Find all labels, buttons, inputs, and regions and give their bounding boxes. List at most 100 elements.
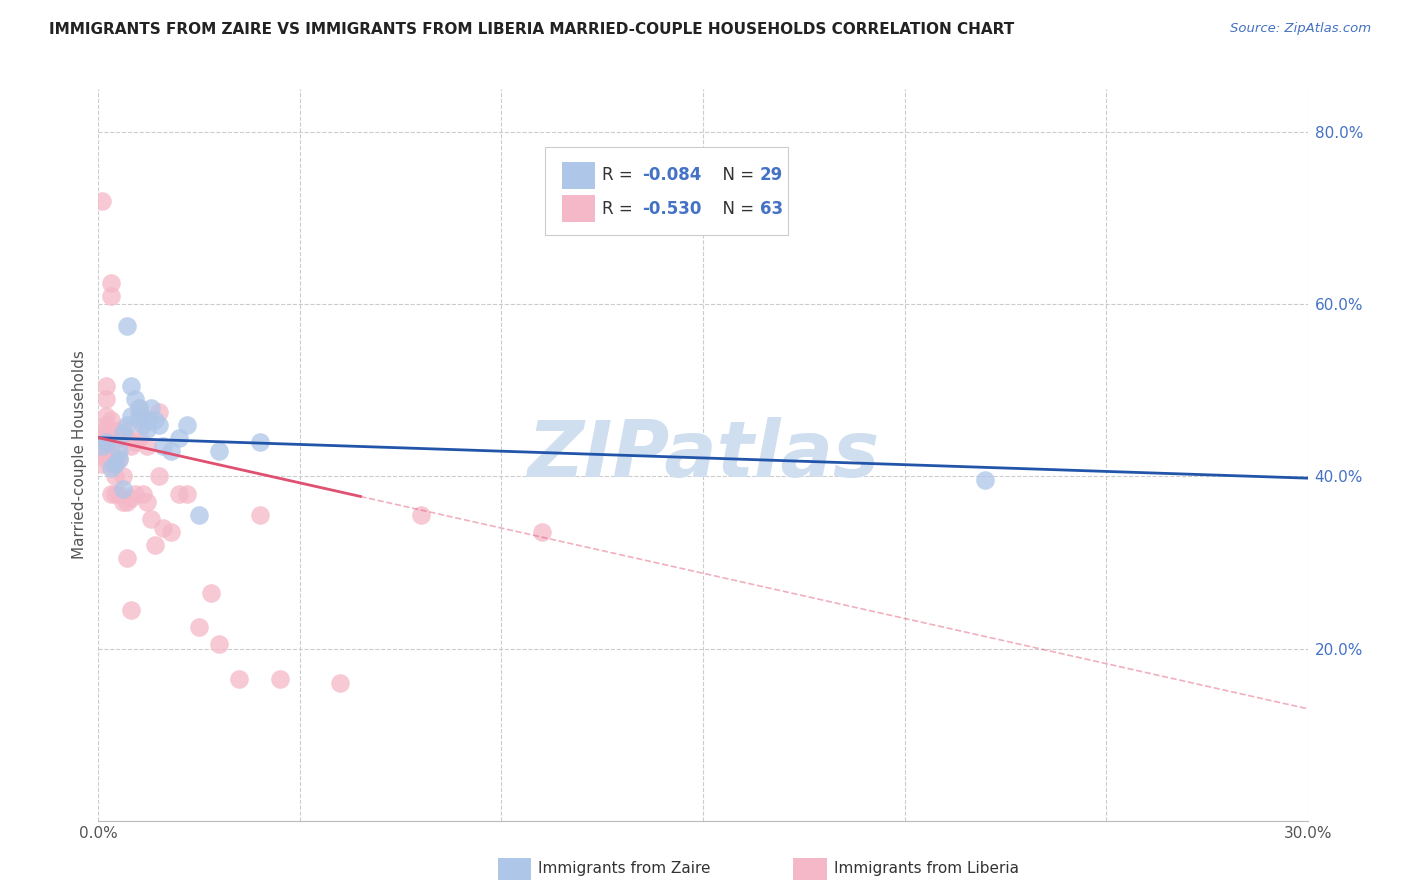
- Point: [152, 521, 174, 535]
- Point: [135, 495, 157, 509]
- Point: [148, 417, 170, 432]
- Point: [139, 401, 162, 415]
- Point: [249, 508, 271, 523]
- Point: [135, 439, 157, 453]
- Text: ZIPatlas: ZIPatlas: [527, 417, 879, 493]
- Point: [188, 508, 211, 523]
- Point: [167, 431, 190, 445]
- Point: [96, 409, 118, 424]
- Point: [143, 538, 166, 552]
- Point: [120, 409, 142, 424]
- Text: 29: 29: [759, 167, 783, 185]
- Point: [269, 672, 291, 686]
- Point: [124, 486, 146, 500]
- Point: [103, 452, 125, 467]
- Point: [152, 439, 174, 453]
- Point: [91, 435, 114, 450]
- Point: [96, 452, 118, 467]
- Point: [103, 469, 125, 483]
- Point: [96, 417, 118, 432]
- Point: [128, 431, 150, 445]
- Point: [208, 637, 231, 651]
- Point: [100, 413, 122, 427]
- Point: [139, 512, 162, 526]
- Point: [107, 443, 129, 458]
- Point: [135, 413, 157, 427]
- Point: [91, 457, 114, 471]
- Point: [96, 435, 118, 450]
- Point: [176, 417, 198, 432]
- Point: [100, 457, 122, 471]
- Y-axis label: Married-couple Households: Married-couple Households: [72, 351, 87, 559]
- Text: Source: ZipAtlas.com: Source: ZipAtlas.com: [1230, 22, 1371, 36]
- Point: [124, 435, 146, 450]
- Point: [160, 443, 183, 458]
- Point: [143, 413, 166, 427]
- Point: [96, 422, 118, 436]
- Point: [120, 379, 142, 393]
- Point: [96, 443, 118, 458]
- Point: [103, 457, 125, 471]
- Point: [135, 413, 157, 427]
- Point: [115, 551, 138, 566]
- Point: [120, 603, 142, 617]
- Point: [228, 672, 250, 686]
- Point: [100, 289, 122, 303]
- Point: [107, 452, 129, 467]
- Point: [329, 676, 352, 690]
- Point: [100, 448, 122, 462]
- Point: [208, 443, 231, 458]
- Point: [115, 417, 138, 432]
- Point: [115, 431, 138, 445]
- Point: [128, 413, 150, 427]
- Point: [100, 422, 122, 436]
- Point: [120, 491, 142, 505]
- Text: IMMIGRANTS FROM ZAIRE VS IMMIGRANTS FROM LIBERIA MARRIED-COUPLE HOUSEHOLDS CORRE: IMMIGRANTS FROM ZAIRE VS IMMIGRANTS FROM…: [49, 22, 1015, 37]
- Point: [100, 276, 122, 290]
- Point: [96, 379, 118, 393]
- Point: [974, 473, 997, 487]
- Point: [111, 483, 134, 497]
- Point: [103, 486, 125, 500]
- Point: [530, 525, 553, 540]
- Point: [176, 486, 198, 500]
- Point: [107, 486, 129, 500]
- Point: [128, 401, 150, 415]
- Point: [91, 439, 114, 453]
- Point: [409, 508, 432, 523]
- Text: Immigrants from Zaire: Immigrants from Zaire: [538, 862, 711, 876]
- Point: [111, 422, 134, 436]
- Point: [107, 431, 129, 445]
- Point: [111, 469, 134, 483]
- Point: [96, 392, 118, 406]
- Text: Immigrants from Liberia: Immigrants from Liberia: [834, 862, 1019, 876]
- Text: R =: R =: [602, 167, 638, 185]
- Point: [124, 392, 146, 406]
- Point: [100, 486, 122, 500]
- Point: [148, 469, 170, 483]
- Point: [100, 460, 122, 475]
- Point: [167, 486, 190, 500]
- Point: [115, 318, 138, 333]
- Point: [128, 401, 150, 415]
- Point: [111, 495, 134, 509]
- Point: [100, 439, 122, 453]
- Point: [115, 495, 138, 509]
- Point: [128, 409, 150, 424]
- Point: [111, 426, 134, 441]
- Text: -0.084: -0.084: [641, 167, 702, 185]
- Point: [91, 448, 114, 462]
- Point: [249, 435, 271, 450]
- Point: [132, 486, 155, 500]
- Point: [91, 194, 114, 208]
- Point: [91, 431, 114, 445]
- Text: R =: R =: [602, 200, 638, 218]
- Text: N =: N =: [711, 200, 759, 218]
- Point: [200, 585, 222, 599]
- Text: -0.530: -0.530: [641, 200, 702, 218]
- Point: [135, 422, 157, 436]
- Text: 63: 63: [759, 200, 783, 218]
- Point: [132, 417, 155, 432]
- Point: [160, 525, 183, 540]
- Point: [148, 405, 170, 419]
